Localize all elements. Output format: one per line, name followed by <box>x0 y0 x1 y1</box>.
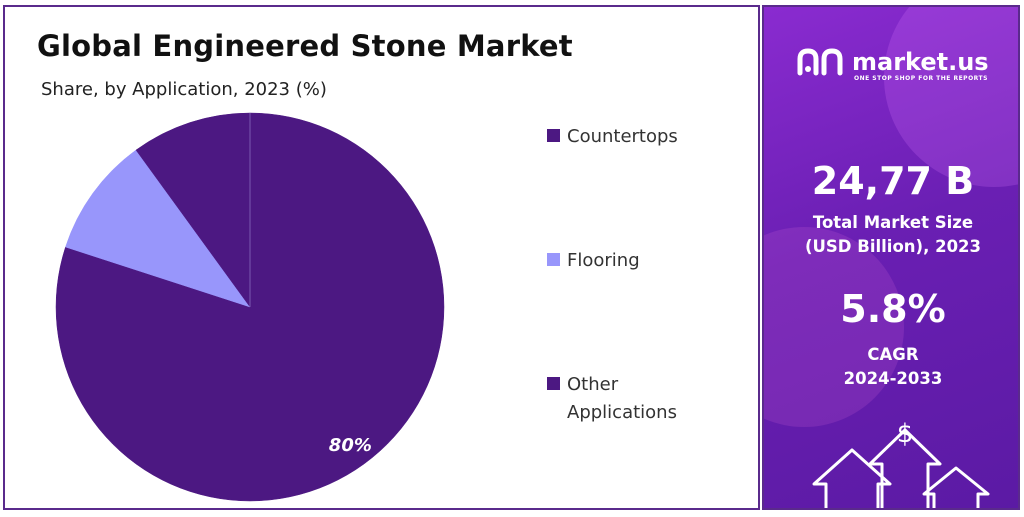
legend-label: Countertops <box>567 126 678 147</box>
stats-sidebar: market.us ONE STOP SHOP FOR THE REPORTS … <box>762 5 1020 510</box>
cagr-label: CAGR <box>867 345 919 364</box>
brand-logo: market.us <box>796 47 989 77</box>
dollar-icon: $ <box>897 419 914 449</box>
chart-panel: Global Engineered Stone Market Share, by… <box>3 5 760 510</box>
market-size-label: (USD Billion), 2023 <box>804 237 982 256</box>
legend-label: Flooring <box>567 250 640 271</box>
legend-swatch <box>547 377 560 390</box>
market-size-value: 24,77 B <box>811 159 975 203</box>
brand-name: market.us <box>852 48 989 76</box>
brand-icon <box>797 48 843 76</box>
pie-chart: 80% <box>55 112 445 502</box>
cagr-value: 5.8% <box>840 287 946 331</box>
legend-swatch <box>547 129 560 142</box>
pie-slice-other-applications <box>135 112 251 308</box>
legend-item: Countertops <box>547 123 707 151</box>
chart-subtitle: Share, by Application, 2023 (%) <box>41 79 327 100</box>
growth-arrows-icon: $ <box>812 419 990 508</box>
market-size-label: Total Market Size <box>812 213 974 232</box>
legend-label: Other Applications <box>567 374 677 423</box>
legend-item: Flooring <box>547 247 707 275</box>
data-label: 80% <box>329 435 372 456</box>
brand-tagline: ONE STOP SHOP FOR THE REPORTS <box>854 75 988 82</box>
chart-title: Global Engineered Stone Market <box>37 29 573 63</box>
legend-item: Other Applications <box>547 371 707 427</box>
cagr-period: 2024-2033 <box>843 369 943 388</box>
pie-slice-flooring <box>65 149 251 308</box>
legend-swatch <box>547 253 560 266</box>
